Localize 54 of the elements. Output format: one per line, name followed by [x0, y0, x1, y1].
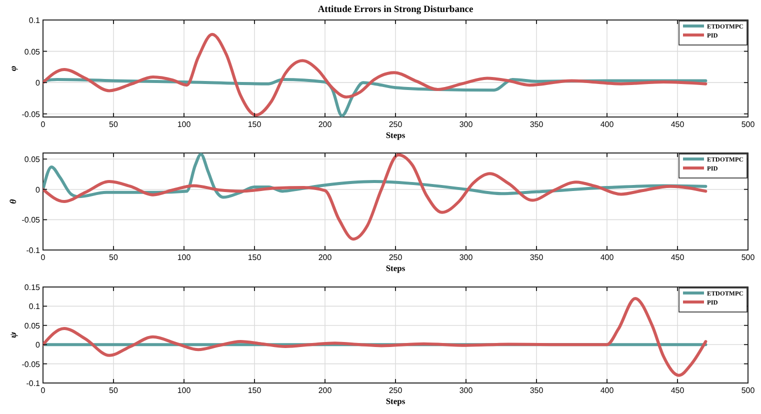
- x-tick-label: 300: [459, 386, 474, 395]
- x-tick-label: 200: [318, 253, 332, 262]
- y-tick-label: 0.15: [24, 283, 41, 292]
- y-axis-title: ψ: [8, 331, 18, 338]
- x-tick-label: 300: [459, 120, 474, 129]
- x-tick-label: 350: [530, 253, 544, 262]
- x-tick-label: 350: [530, 120, 544, 129]
- y-tick-label: -0.05: [22, 110, 41, 119]
- x-axis-title: Steps: [386, 263, 406, 273]
- y-tick-label: 0.05: [24, 321, 41, 330]
- x-tick-label: 400: [600, 386, 614, 395]
- y-tick-label: -0.1: [26, 246, 41, 255]
- x-tick-label: 250: [388, 386, 403, 395]
- x-tick-label: 350: [530, 386, 544, 395]
- x-tick-label: 250: [388, 120, 403, 129]
- y-tick-label: 0: [36, 78, 41, 88]
- line-series: [43, 32, 708, 117]
- y-tick-label: -0.05: [22, 360, 41, 369]
- x-tick-label: 250: [388, 253, 403, 262]
- x-tick-label: 150: [248, 120, 262, 129]
- y-axis-title: φ: [8, 66, 18, 72]
- x-tick-label: 450: [670, 120, 685, 129]
- x-tick-label: 100: [177, 386, 192, 395]
- x-tick-label: 50: [109, 386, 118, 395]
- line-series: [43, 153, 708, 241]
- x-tick-label: 400: [600, 253, 614, 262]
- y-tick-label: 0: [36, 340, 41, 350]
- y-tick-label: 0.1: [28, 302, 41, 312]
- x-tick-label: 200: [318, 120, 332, 129]
- x-tick-label: 100: [177, 120, 192, 129]
- x-tick-label: 150: [248, 386, 262, 395]
- x-tick-label: 450: [670, 386, 685, 395]
- x-tick-label: 500: [741, 386, 756, 395]
- x-tick-label: 100: [177, 253, 192, 262]
- x-tick-label: 50: [109, 253, 118, 262]
- x-tick-label: 200: [318, 386, 332, 395]
- y-axis-title: θ: [8, 198, 18, 204]
- x-axis-title: Steps: [386, 130, 406, 140]
- y-tick-label: 0.05: [24, 47, 41, 56]
- y-tick-label: 0.1: [28, 16, 41, 25]
- x-tick-label: 500: [741, 253, 756, 262]
- x-tick-label: 500: [741, 120, 756, 129]
- x-tick-label: 50: [109, 120, 118, 129]
- x-tick-label: 150: [248, 253, 262, 262]
- x-tick-label: 400: [600, 120, 614, 129]
- line-series: [43, 297, 708, 377]
- y-tick-label: 0.05: [24, 155, 41, 164]
- chart-title: Attitude Errors in Strong Disturbance: [318, 5, 474, 15]
- x-axis-title: Steps: [386, 396, 406, 406]
- x-tick-label: 450: [670, 253, 685, 262]
- y-tick-label: -0.05: [22, 216, 41, 225]
- y-tick-label: -0.1: [26, 379, 41, 388]
- y-tick-label: 0: [36, 185, 41, 194]
- x-tick-label: 300: [459, 253, 474, 262]
